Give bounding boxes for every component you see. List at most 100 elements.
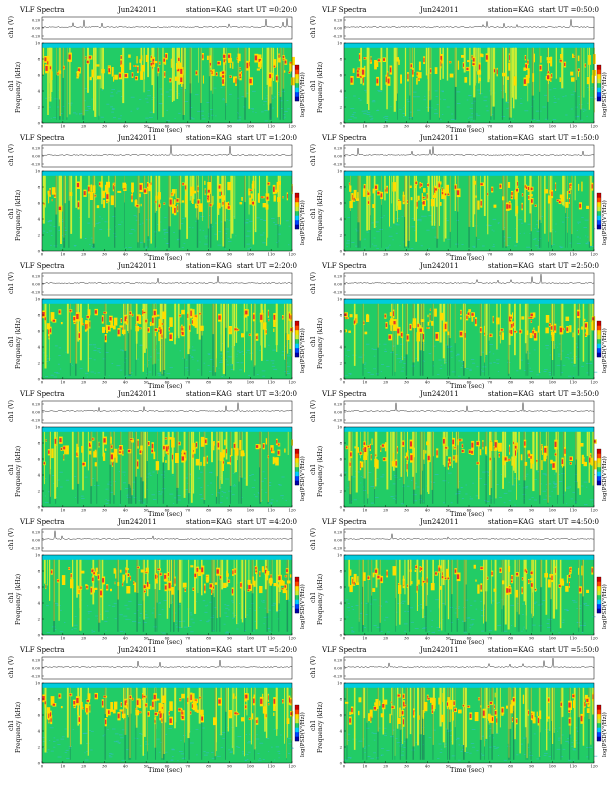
start-time-label: start UT =1:50:0: [538, 134, 599, 142]
emission-peak: [363, 57, 366, 59]
spectrogram-speckle: [263, 616, 267, 618]
spectrogram-speckle: [160, 93, 163, 95]
sferic-dark-streak: [381, 175, 382, 248]
spectrogram-speckle: [534, 479, 537, 480]
colorbar-segment: [597, 65, 601, 70]
x-tick-label: 20: [81, 380, 86, 385]
emission-blob: [58, 70, 62, 74]
spectrogram-speckle: [264, 607, 267, 609]
spectrogram-speckle: [351, 242, 355, 243]
spectrogram-speckle: [400, 602, 402, 604]
spectrogram-speckle: [97, 348, 101, 349]
x-tick-label: 110: [268, 124, 276, 129]
emission-blob: [502, 196, 505, 201]
spectrogram-speckle: [346, 246, 349, 248]
spectrogram-speckle: [431, 626, 433, 628]
spectrogram-speckle: [491, 600, 495, 602]
spectrogram-speckle: [106, 729, 109, 730]
emission-peak: [530, 571, 533, 575]
spectrogram-speckle: [89, 730, 91, 731]
waveform-tick-label: -0.20: [31, 547, 41, 551]
emission-blob: [357, 447, 359, 453]
spectrogram-speckle: [261, 370, 266, 372]
spectrogram-speckle: [180, 223, 184, 225]
spectrogram-speckle: [402, 367, 404, 368]
spectrogram-speckle: [118, 471, 121, 472]
sferic-dark-streak: [130, 687, 132, 760]
emission-peak: [268, 319, 270, 321]
sferic-streak: [487, 175, 489, 235]
spectrogram-speckle: [109, 95, 114, 97]
colorbar-segment: [295, 599, 299, 605]
waveform-tick-label: 0.00: [32, 411, 41, 415]
emission-blob: [496, 317, 500, 325]
spectrogram-speckle: [66, 758, 70, 759]
waveform-trace: [343, 533, 595, 540]
spectrogram-speckle: [110, 91, 113, 93]
x-tick-label: 40: [425, 508, 430, 513]
spectrogram-speckle: [199, 241, 201, 243]
sferic-streak: [577, 431, 580, 489]
spectrogram-speckle: [526, 487, 529, 489]
sferic-streak: [50, 431, 51, 470]
sferic-dark-streak: [432, 303, 434, 376]
spectrogram-speckle: [260, 219, 263, 220]
waveform-tick-label: 0.20: [334, 19, 343, 23]
emission-blob: [434, 67, 438, 74]
spectrogram-speckle: [267, 609, 272, 611]
sferic-dark-streak: [178, 175, 181, 248]
emission-blob: [376, 62, 379, 67]
sferic-streak: [254, 175, 257, 233]
emission-blob: [273, 457, 277, 462]
sferic-dark-streak: [454, 303, 456, 376]
spectrogram-speckle: [545, 345, 549, 346]
spectrogram-speckle: [157, 372, 160, 374]
spectrogram-speckle: [552, 486, 557, 488]
spectrogram-speckle: [289, 353, 291, 354]
sferic-dark-streak: [531, 47, 534, 120]
spectrogram-speckle: [592, 88, 594, 90]
waveform-trace: [41, 275, 293, 284]
emission-blob: [212, 441, 215, 451]
station-label: station=KAG: [488, 6, 534, 14]
emission-peak: [249, 334, 251, 336]
sferic-streak: [146, 559, 149, 597]
spectrogram-speckle: [91, 246, 93, 248]
spectrogram-speckle: [403, 623, 408, 625]
spectrogram-speckle: [178, 621, 182, 622]
sferic-streak: [171, 559, 172, 585]
spectrogram-speckle: [400, 359, 403, 361]
colorbar-segment: [597, 78, 601, 84]
spectrogram-speckle: [241, 96, 245, 98]
emission-blob: [119, 325, 123, 328]
start-time-label: start UT =4:50:0: [538, 518, 599, 526]
spectrogram-speckle: [480, 351, 485, 353]
spectrogram-speckle: [242, 753, 245, 755]
spectrogram-speckle: [75, 497, 77, 498]
sferic-streak: [492, 47, 495, 107]
emission-blob: [221, 455, 224, 463]
spectrogram-speckle: [286, 355, 291, 357]
spectrogram-speckle: [497, 625, 501, 626]
sferic-dark-streak: [267, 431, 269, 504]
spectrogram-speckle: [540, 110, 542, 112]
spectrogram-speckle: [190, 742, 194, 744]
waveform-tick-label: 0.00: [32, 27, 41, 31]
spectrogram-speckle: [500, 474, 502, 475]
emission-peak: [76, 314, 79, 320]
emission-peak: [119, 73, 121, 78]
emission-peak: [511, 579, 513, 583]
spectrogram-speckle: [90, 237, 93, 239]
spectrogram-speckle: [179, 350, 181, 352]
colorbar-segment: [295, 92, 299, 97]
emission-blob: [206, 55, 209, 60]
spectrogram-speckle: [364, 362, 367, 364]
sferic-streak: [127, 687, 129, 715]
emission-peak: [357, 70, 359, 73]
emission-blob: [525, 75, 530, 84]
spectrogram-speckle: [368, 472, 372, 473]
spectrogram-speckle: [388, 244, 391, 246]
x-tick-label: 0: [343, 124, 346, 129]
emission-peak: [461, 444, 463, 448]
emission-blob: [247, 579, 251, 585]
